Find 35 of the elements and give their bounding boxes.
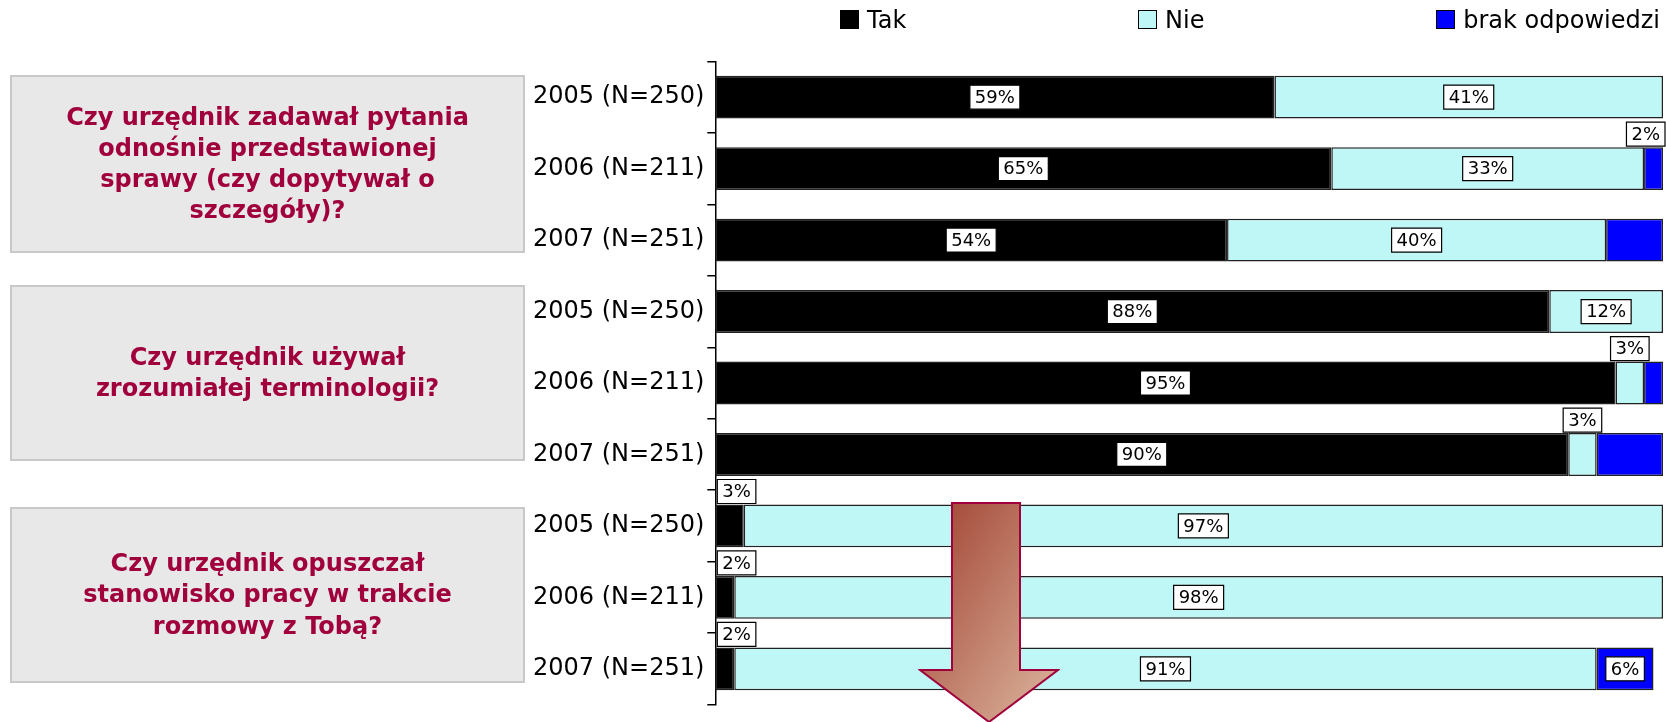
data-label: 97% — [1183, 514, 1224, 536]
data-label: 41% — [1448, 85, 1489, 107]
data-label: 54% — [951, 228, 992, 250]
data-label: 33% — [1467, 157, 1508, 179]
y-tick-label: 2005 (N=250) — [532, 295, 705, 324]
data-label: 6% — [1610, 657, 1640, 679]
data-label: 90% — [1121, 443, 1162, 465]
text: Czy urzędnik zadawał pytania odnośnie przedstawionej sprawy (czy dopytywał o szczegóły)? — [10, 75, 525, 253]
data-label: 3% — [1568, 408, 1597, 430]
y-tick-label: 2005 (N=250) — [532, 81, 705, 110]
y-tick-label: 2006 (N=211) — [532, 152, 705, 181]
data-label: 88% — [1112, 300, 1153, 322]
data-label: 2% — [722, 551, 751, 573]
data-label: 59% — [974, 85, 1015, 107]
data-label: 95% — [1145, 371, 1186, 393]
y-tick-label: 2005 (N=250) — [532, 510, 705, 539]
y-tick-label: 2006 (N=211) — [532, 581, 705, 610]
data-label: 65% — [1003, 157, 1044, 179]
data-label: 3% — [1615, 337, 1645, 359]
legend-label: Tak — [866, 6, 907, 34]
legend-label: brak odpowiedzi — [1462, 6, 1660, 34]
data-label: 98% — [1178, 586, 1219, 608]
text: Czy urzędnik opuszczał stanowisko pracy w trakcie rozmowy z Tobą? — [10, 507, 525, 683]
data-label: 2% — [1631, 122, 1660, 144]
data-label: 2% — [722, 623, 751, 645]
data-label: 40% — [1396, 228, 1437, 250]
data-label: 3% — [722, 480, 751, 502]
data-label: 12% — [1586, 300, 1627, 322]
y-tick-label: 2007 (N=251) — [532, 224, 705, 253]
y-tick-label: 2007 (N=251) — [532, 653, 705, 682]
y-tick-label: 2007 (N=251) — [532, 438, 705, 467]
text: Czy urzędnik używał zrozumiałej terminologii? — [10, 285, 525, 461]
legend-label: Nie — [1164, 6, 1205, 34]
data-label: 91% — [1145, 657, 1186, 679]
y-tick-label: 2006 (N=211) — [532, 367, 705, 396]
